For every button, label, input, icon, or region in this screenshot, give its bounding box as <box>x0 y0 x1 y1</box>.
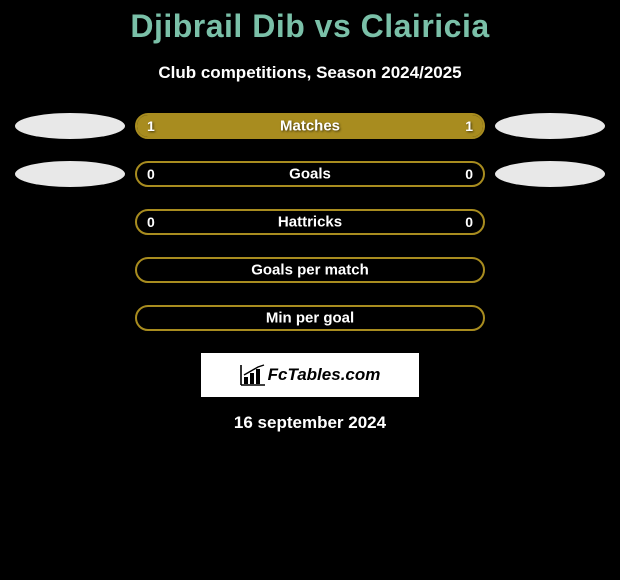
stat-label: Min per goal <box>266 310 354 327</box>
logo-box: FcTables.com <box>201 353 419 397</box>
right-ellipse <box>495 257 605 283</box>
left-ellipse <box>15 257 125 283</box>
stat-row: Min per goal <box>0 305 620 331</box>
stat-right-value: 1 <box>465 118 473 134</box>
stat-row: 0 Goals 0 <box>0 161 620 187</box>
stat-bar: Min per goal <box>135 305 485 331</box>
stat-label: Goals <box>289 166 331 183</box>
bars-holder: 1 Matches 1 0 Goals 0 0 Hattricks 0 Goals per mat… <box>0 113 620 331</box>
left-ellipse <box>15 305 125 331</box>
right-ellipse <box>495 113 605 139</box>
left-ellipse <box>15 113 125 139</box>
stat-right-value: 0 <box>465 214 473 230</box>
date-text: 16 september 2024 <box>0 413 620 433</box>
stat-label: Hattricks <box>278 214 342 231</box>
left-ellipse <box>15 161 125 187</box>
right-ellipse <box>495 209 605 235</box>
stat-row: Goals per match <box>0 257 620 283</box>
left-ellipse <box>15 209 125 235</box>
stat-left-value: 0 <box>147 166 155 182</box>
stat-row: 0 Hattricks 0 <box>0 209 620 235</box>
stat-left-value: 0 <box>147 214 155 230</box>
stat-label: Matches <box>280 118 340 135</box>
right-ellipse <box>495 161 605 187</box>
stat-bar: 1 Matches 1 <box>135 113 485 139</box>
stat-bar: 0 Hattricks 0 <box>135 209 485 235</box>
stat-bar: 0 Goals 0 <box>135 161 485 187</box>
comparison-card: Djibrail Dib vs Clairicia Club competiti… <box>0 0 620 433</box>
subtitle: Club competitions, Season 2024/2025 <box>0 63 620 83</box>
stat-bar: Goals per match <box>135 257 485 283</box>
bar-chart-icon <box>240 364 266 386</box>
stat-row: 1 Matches 1 <box>0 113 620 139</box>
right-ellipse <box>495 305 605 331</box>
stat-left-value: 1 <box>147 118 155 134</box>
logo-text: FcTables.com <box>268 365 381 385</box>
stat-right-value: 0 <box>465 166 473 182</box>
page-title: Djibrail Dib vs Clairicia <box>0 8 620 45</box>
stat-label: Goals per match <box>251 262 369 279</box>
